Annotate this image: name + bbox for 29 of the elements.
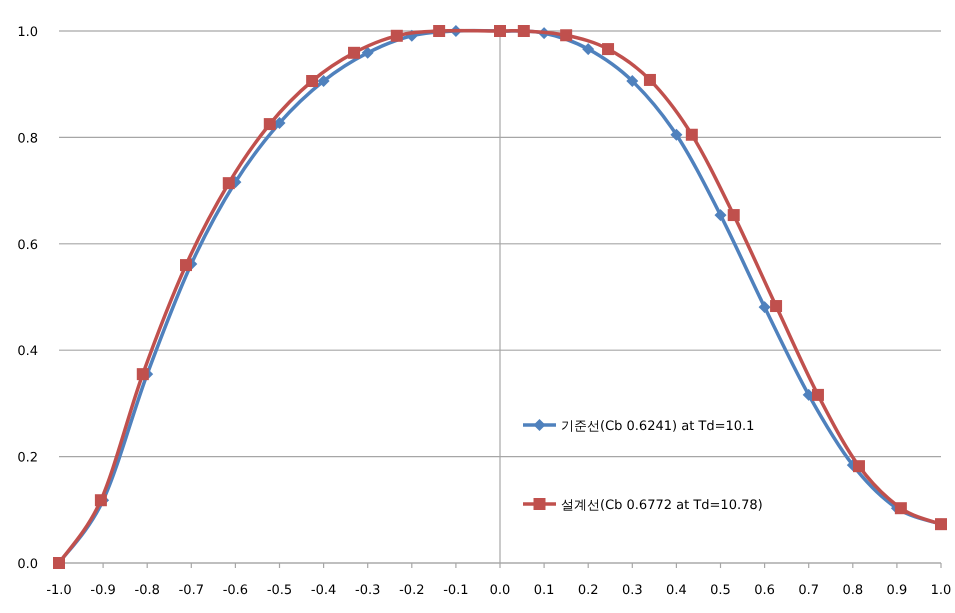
x-tick-label: -0.4 bbox=[310, 583, 336, 598]
x-tick-label: 0.1 bbox=[534, 583, 554, 598]
x-tick-label: -0.7 bbox=[178, 583, 204, 598]
legend-label: 설계선(Cb 0.6772 at Td=10.78) bbox=[561, 498, 763, 513]
x-tick-label: 0.4 bbox=[666, 583, 687, 598]
y-tick-label: 0.0 bbox=[17, 557, 38, 572]
x-tick-label: 0.5 bbox=[710, 583, 731, 598]
x-tick-label: 0.6 bbox=[754, 583, 775, 598]
x-tick-label: 0.7 bbox=[798, 583, 820, 598]
y-tick-label: 0.8 bbox=[17, 131, 38, 146]
x-tick-label: 0.2 bbox=[578, 583, 599, 598]
x-tick-label: 0.0 bbox=[490, 583, 510, 598]
x-tick-label: -1.0 bbox=[46, 583, 72, 598]
x-tick-label: -0.2 bbox=[399, 583, 424, 598]
x-tick-label: 0.9 bbox=[886, 583, 908, 598]
x-tick-label: -0.5 bbox=[266, 583, 292, 598]
x-tick-label: -0.6 bbox=[222, 583, 248, 598]
x-tick-label: 1.0 bbox=[930, 583, 952, 598]
y-tick-label: 0.4 bbox=[17, 344, 38, 360]
x-tick-label: 0.3 bbox=[622, 583, 643, 598]
x-tick-label: -0.9 bbox=[90, 583, 116, 598]
x-tick-label: 0.8 bbox=[842, 583, 864, 598]
x-tick-label: -0.3 bbox=[355, 583, 380, 598]
y-tick-label: 1.0 bbox=[17, 25, 38, 40]
y-tick-label: 0.6 bbox=[17, 238, 38, 253]
x-tick-label: -0.1 bbox=[443, 583, 469, 598]
y-tick-label: 0.2 bbox=[17, 450, 38, 466]
legend-label: 기준선(Cb 0.6241) at Td=10.1 bbox=[561, 419, 754, 434]
x-tick-label: -0.8 bbox=[134, 583, 160, 598]
